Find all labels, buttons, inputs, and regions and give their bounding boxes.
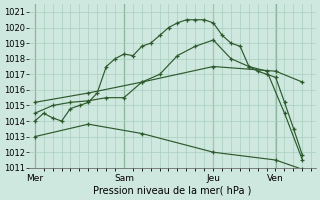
- X-axis label: Pression niveau de la mer( hPa ): Pression niveau de la mer( hPa ): [93, 186, 252, 196]
